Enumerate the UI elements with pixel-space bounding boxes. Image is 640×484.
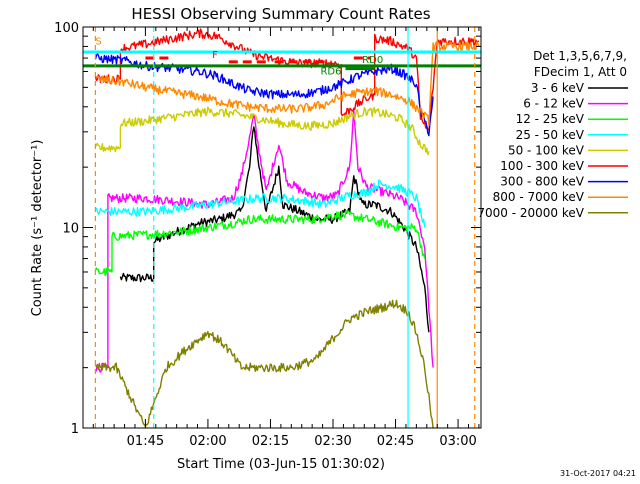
legend-label-12-25-kev: 12 - 25 keV — [516, 112, 585, 126]
x-tick-label: 02:15 — [252, 434, 289, 449]
series-line-7000-20000-kev — [94, 299, 434, 429]
series-line-800-7000-kev — [94, 41, 480, 127]
y-tick-label: 10 — [62, 222, 79, 237]
series-line-12-25-kev — [94, 210, 426, 277]
x-tick-label: 02:00 — [189, 434, 226, 449]
legend-header-line-2: FDecim 1, Att 0 — [534, 65, 627, 79]
series-line-50-100-kev — [94, 106, 430, 156]
legend-label-3-6-kev: 3 - 6 keV — [531, 81, 585, 95]
legend: Det 1,3,5,6,7,9, FDecim 1, Att 0 3 - 6 k… — [477, 49, 628, 220]
y-axis: 1 10 100 — [54, 21, 481, 437]
x-tick-label: 01:45 — [127, 434, 164, 449]
series-line-300-800-kev — [94, 53, 434, 137]
series-layer — [94, 28, 480, 429]
legend-label-25-50-kev: 25 - 50 keV — [516, 128, 585, 142]
y-axis-label: Count Rate (s⁻¹ detector⁻¹) — [30, 140, 45, 317]
legend-header-line-1: Det 1,3,5,6,7,9, — [533, 49, 627, 63]
series-line-100-300-kev — [94, 28, 480, 131]
legend-label-300-800-kev: 300 - 800 keV — [500, 175, 584, 189]
x-tick-label: 02:45 — [377, 434, 414, 449]
y-tick-label: 1 — [71, 422, 79, 437]
legend-label-6-12-kev: 6 - 12 keV — [523, 97, 585, 111]
legend-label-100-300-kev: 100 - 300 keV — [500, 159, 584, 173]
annotation-s: S — [95, 36, 101, 47]
series-line-6-12-kev — [94, 109, 434, 373]
x-axis-label: Start Time (03-Jun-15 01:30:02) — [177, 457, 385, 472]
series-line-25-50-kev — [95, 179, 426, 228]
legend-label-50-100-kev: 50 - 100 keV — [508, 143, 585, 157]
overlay-layer — [83, 27, 481, 428]
legend-label-800-7000-kev: 800 - 7000 keV — [493, 190, 585, 204]
footer-timestamp: 31-Oct-2017 04:21 — [560, 469, 636, 478]
y-tick-label: 100 — [54, 21, 79, 36]
x-tick-label: 02:30 — [314, 434, 351, 449]
annotation-rd0: RD0 — [362, 55, 383, 66]
x-tick-label: 03:00 — [439, 434, 476, 449]
annotation-rd6: RD6 — [320, 66, 341, 77]
legend-label-7000-20000-kev: 7000 - 20000 keV — [477, 206, 584, 220]
x-axis: 01:45 02:00 02:15 02:30 02:45 03:00 — [92, 27, 480, 449]
chart-title: HESSI Observing Summary Count Rates — [131, 5, 430, 23]
annotation-layer: S F RD6 RD0 — [95, 36, 383, 77]
annotation-f: F — [212, 50, 218, 61]
